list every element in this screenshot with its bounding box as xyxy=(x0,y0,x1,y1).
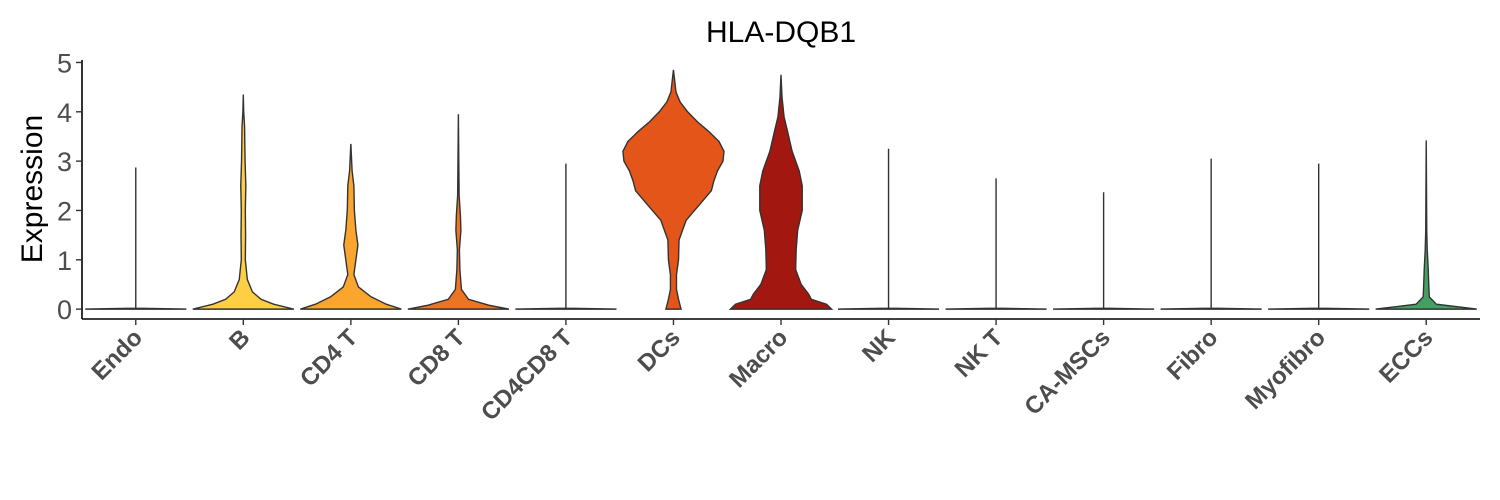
violin-eccs xyxy=(1375,140,1477,310)
x-tick-label: B xyxy=(224,324,255,355)
x-tick-label: Myofibro xyxy=(1240,324,1331,415)
x-tick-label: CA-MSCs xyxy=(1019,324,1115,420)
violin-cd8-t xyxy=(407,114,510,310)
x-tick-label: NK T xyxy=(950,324,1009,383)
y-tick-label: 5 xyxy=(57,48,72,78)
y-tick-label: 0 xyxy=(57,295,72,325)
violin-dcs xyxy=(622,69,725,310)
y-tick-label: 2 xyxy=(57,196,72,226)
x-tick-label: Fibro xyxy=(1162,324,1224,386)
y-axis: 0 1 2 3 4 5 xyxy=(57,48,83,325)
x-tick-label: NK xyxy=(857,324,901,368)
violin-myofibro xyxy=(1268,163,1370,310)
violin-layer xyxy=(85,69,1477,310)
x-tick-label: Endo xyxy=(86,324,148,386)
y-tick-label: 4 xyxy=(57,98,72,128)
x-tick-label: CD8 T xyxy=(403,324,471,392)
x-axis: Endo B CD4 T CD8 T CD4CD8 T DCs Macro NK NK T CA-… xyxy=(82,318,1480,426)
x-tick-label: Macro xyxy=(724,324,793,393)
violin-endo xyxy=(85,167,187,310)
violin-ca-mscs xyxy=(1053,192,1155,310)
y-tick-label: 1 xyxy=(57,246,72,276)
violin-fibro xyxy=(1160,158,1262,310)
violin-b xyxy=(192,94,295,310)
violin-cd4cd8-t xyxy=(515,163,617,310)
chart-title: HLA-DQB1 xyxy=(706,16,856,49)
violin-nk xyxy=(837,148,940,310)
x-tick-label: CD4CD8 T xyxy=(476,324,578,426)
violin-nk-t xyxy=(945,178,1047,310)
violin-cd4-t xyxy=(300,143,402,310)
x-tick-label: DCs xyxy=(633,324,686,377)
y-axis-label: Expression xyxy=(16,115,49,263)
violin-macro xyxy=(728,74,834,310)
y-tick-label: 3 xyxy=(57,147,72,177)
x-tick-label: ECCs xyxy=(1374,324,1438,388)
x-tick-label: CD4 T xyxy=(295,324,363,392)
